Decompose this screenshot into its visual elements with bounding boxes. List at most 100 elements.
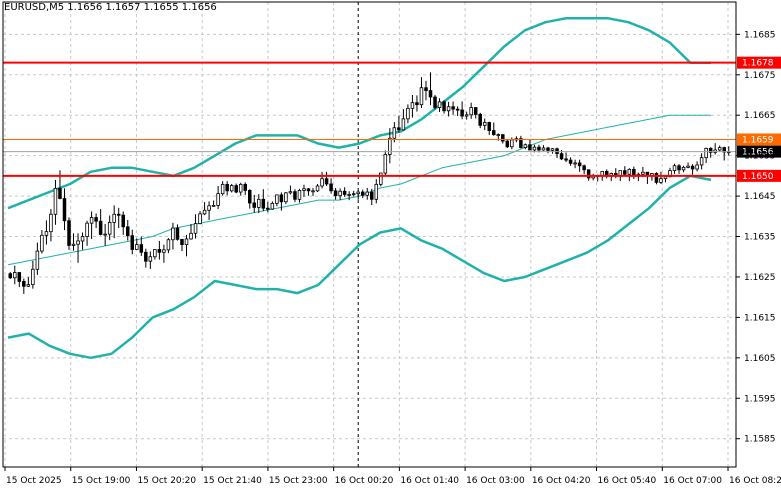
- candle-body: [410, 102, 415, 109]
- candle-body: [8, 273, 13, 279]
- candle-body: [351, 193, 356, 196]
- candle-body: [677, 165, 681, 171]
- candle-body: [672, 165, 677, 172]
- candle-body: [257, 198, 261, 208]
- candle-body: [442, 101, 446, 112]
- candle-body: [49, 213, 53, 233]
- candle-body: [573, 162, 577, 165]
- candle-body: [338, 190, 342, 197]
- candle-body: [225, 183, 229, 192]
- candle-body: [365, 191, 369, 196]
- y-tick-label: 1.1685: [744, 30, 776, 40]
- candle-body: [505, 140, 510, 148]
- candle-body: [311, 190, 315, 193]
- y-tick-label: 1.1615: [744, 313, 776, 323]
- y-tick-label: 1.1675: [744, 71, 776, 81]
- candle-body: [695, 164, 699, 170]
- candle-body: [266, 207, 270, 210]
- x-tick-label: 15 Oct 23:00: [269, 476, 328, 486]
- candle-body: [98, 220, 103, 235]
- candle-body: [166, 239, 171, 251]
- price-level-tag: [737, 56, 781, 69]
- candle-body: [157, 249, 162, 253]
- candle-body: [189, 232, 193, 240]
- current-price-label: 1.1656: [742, 148, 774, 158]
- candle-body: [623, 170, 627, 175]
- x-tick-label: 15 Oct 20:20: [137, 476, 196, 486]
- candle-body: [356, 191, 360, 195]
- candle-body: [455, 108, 460, 111]
- candle-body: [107, 221, 112, 235]
- candle-body: [238, 183, 243, 193]
- x-tick-label: 16 Oct 01:40: [400, 476, 459, 486]
- candle-body: [699, 157, 704, 166]
- candle-body: [586, 169, 591, 179]
- candle-body: [31, 268, 35, 286]
- candle-body: [144, 251, 148, 262]
- x-tick-label: 16 Oct 05:40: [598, 476, 657, 486]
- candle-body: [401, 118, 406, 131]
- bollinger-bands: [7, 16, 712, 360]
- candle-body: [532, 146, 537, 151]
- candle-body: [424, 87, 428, 91]
- candle-body: [103, 233, 107, 236]
- candle-body: [44, 231, 49, 236]
- candle-body: [496, 134, 501, 137]
- candle-body: [58, 188, 62, 199]
- candle-body: [293, 191, 297, 200]
- candle-body: [374, 183, 379, 200]
- candle-body: [663, 176, 668, 180]
- candle-body: [229, 185, 234, 192]
- candle-body: [139, 244, 144, 253]
- plot-frame: [2, 1, 737, 468]
- y-tick-label: 1.1605: [744, 354, 776, 364]
- candle-body: [243, 183, 247, 191]
- bollinger-middle: [7, 114, 711, 266]
- candle-body: [501, 134, 505, 142]
- x-tick-label: 15 Oct 21:40: [203, 476, 262, 486]
- bollinger-upper: [7, 16, 711, 210]
- candle-body: [528, 144, 532, 151]
- candle-body: [80, 236, 85, 242]
- price-level-label: 1.1659: [742, 135, 774, 145]
- candle-body: [171, 227, 175, 241]
- candle-body: [582, 165, 586, 171]
- candle-body: [550, 148, 555, 151]
- current-price-tag: [737, 145, 781, 158]
- candle-body: [116, 213, 121, 216]
- candle-body: [482, 122, 487, 126]
- y-tick-label: 1.1635: [744, 233, 776, 243]
- candle-body: [333, 190, 338, 197]
- y-tick-label: 1.1655: [744, 152, 776, 162]
- candle-body: [690, 165, 695, 170]
- candle-body: [306, 188, 311, 192]
- candle-body: [175, 227, 180, 240]
- candle-body: [478, 114, 482, 126]
- candle-body: [419, 87, 424, 106]
- candle-body: [360, 191, 365, 196]
- candle-body: [370, 191, 374, 200]
- candle-body: [315, 185, 320, 192]
- candle-body: [397, 127, 401, 131]
- candle-body: [270, 202, 275, 210]
- candle-body: [464, 114, 469, 117]
- candle-body: [35, 250, 40, 270]
- candle-body: [62, 198, 67, 222]
- candle-body: [275, 194, 279, 204]
- price-levels: 1.1678 1.1659 1.1650 1.1656: [3, 56, 781, 182]
- candle-body: [342, 190, 347, 195]
- candle-body: [659, 178, 663, 183]
- candle-body: [125, 226, 130, 237]
- candle-body: [487, 122, 492, 131]
- candle-body: [130, 235, 135, 250]
- candle-body: [53, 188, 58, 215]
- candle-body: [686, 165, 690, 168]
- candle-body: [600, 171, 604, 176]
- candle-body: [519, 138, 523, 148]
- candle-body: [252, 202, 257, 208]
- price-level-label: 1.1678: [742, 59, 774, 69]
- x-tick-label: 15 Oct 2025: [6, 476, 62, 486]
- candle-body: [153, 249, 157, 258]
- price-level-tag: [737, 133, 781, 146]
